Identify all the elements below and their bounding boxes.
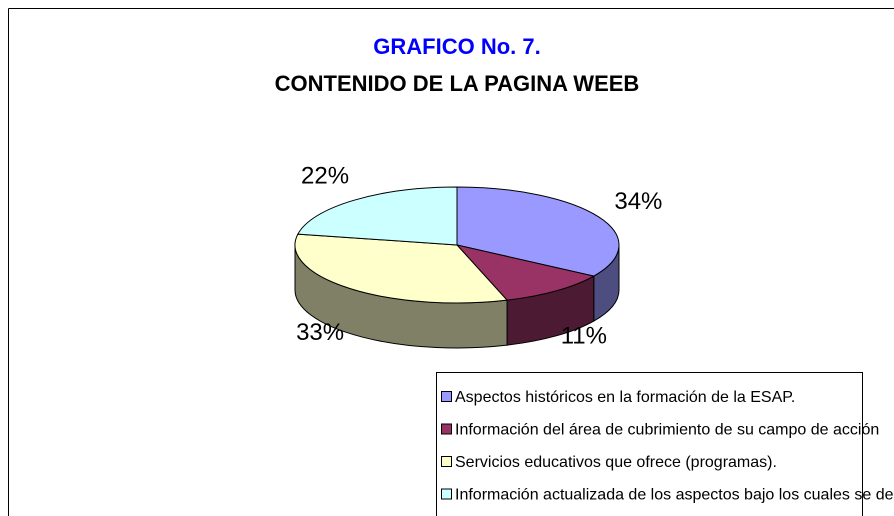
legend-label: Servicios educativos que ofrece (program… (455, 454, 777, 471)
data-label: 33% (296, 319, 344, 346)
data-label: 11% (561, 322, 607, 349)
data-label: 34% (614, 188, 662, 215)
chart-subtitle: CONTENIDO DE LA PAGINA WEEB (275, 71, 640, 96)
slice (297, 186, 458, 246)
data-label: 22% (301, 163, 349, 190)
legend-swatch (441, 488, 452, 500)
legend-swatch (441, 456, 452, 467)
legend-box (436, 372, 863, 516)
legend-label: Información del área de cubrimiento de s… (455, 422, 879, 439)
legend-swatch (441, 391, 452, 402)
chart-title: GRAFICO No. 7. (373, 34, 540, 59)
legend-label: Aspectos históricos en la formación de l… (455, 389, 795, 406)
legend-swatch (441, 423, 452, 435)
legend-label: Información actualizada de los aspectos … (455, 487, 894, 504)
slice (455, 244, 596, 301)
slice (294, 233, 509, 304)
